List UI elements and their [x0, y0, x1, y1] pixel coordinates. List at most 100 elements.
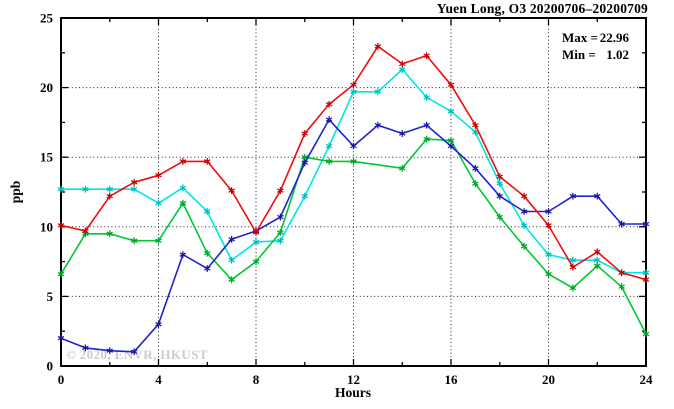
series-red-marker-h14: [398, 60, 406, 68]
series-green-marker-h20: [545, 270, 552, 278]
series-cyan-marker-h8: [252, 238, 260, 246]
y-tick-label-25: 25: [40, 11, 54, 26]
series-cyan-marker-h1: [82, 185, 89, 193]
series-red-marker-h12: [350, 81, 357, 89]
series-cyan-marker-h20: [545, 251, 552, 259]
series-red-marker-h0: [57, 222, 65, 229]
series-cyan-marker-h11: [325, 142, 333, 150]
series-red-marker-h18: [496, 173, 504, 181]
series-green-marker-h9: [277, 228, 284, 236]
gridlines: [61, 18, 646, 366]
series-cyan-marker-h4: [155, 199, 162, 207]
y-tick-label-10: 10: [40, 219, 53, 234]
series-cyan-marker-h16: [447, 107, 455, 115]
series-green-marker-h23: [618, 283, 625, 291]
series-blue-marker-h22: [593, 192, 601, 200]
series-blue-marker-h18: [496, 192, 504, 200]
series-blue-marker-h5: [179, 251, 187, 259]
series-cyan-marker-h12: [350, 88, 357, 96]
series-green-line: [60, 138, 647, 335]
series-red-marker-h10: [301, 130, 309, 137]
series-red-marker-h3: [130, 178, 138, 186]
series-green-marker-h6: [203, 249, 211, 257]
series-cyan-marker-h19: [520, 222, 528, 229]
series-cyan-marker-h6: [203, 208, 211, 215]
series-cyan-marker-h0: [57, 185, 65, 193]
series-cyan-marker-h24: [642, 269, 650, 277]
series-red-marker-h8: [252, 228, 260, 236]
series-red-marker-h1: [82, 227, 89, 235]
series-blue-marker-h12: [350, 142, 357, 150]
series-green-marker-h8: [252, 258, 260, 265]
series-green-marker-h0: [57, 270, 65, 278]
x-tick-label-0: 0: [58, 372, 65, 387]
series-red-marker-h11: [325, 100, 333, 108]
series-red-marker-h20: [545, 222, 552, 229]
series-blue-marker-h7: [228, 235, 235, 243]
series-green-marker-h11: [325, 157, 333, 165]
series-red-marker-h16: [447, 81, 455, 89]
series-blue-marker-h20: [545, 208, 552, 215]
x-axis-label: Hours: [335, 385, 371, 400]
data-series: [57, 42, 650, 356]
series-cyan-marker-h2: [106, 185, 114, 193]
series-green-marker-h22: [593, 262, 601, 270]
min-label: Min =: [562, 47, 596, 62]
series-green-marker-h5: [179, 199, 187, 207]
y-tick-label-20: 20: [40, 80, 53, 95]
series-red-marker-h19: [520, 192, 528, 200]
series-cyan-marker-h9: [277, 237, 284, 245]
series-blue-marker-h15: [423, 121, 430, 129]
series-cyan-marker-h7: [228, 256, 235, 264]
axis-ticks: [61, 18, 646, 366]
series-green-marker-h7: [228, 276, 235, 284]
series-green-marker-h21: [569, 284, 577, 292]
series-green-marker-h14: [398, 164, 406, 172]
series-green-marker-h17: [472, 180, 479, 188]
series-blue-marker-h6: [203, 265, 211, 272]
min-value: 1.02: [606, 47, 629, 62]
series-green: [57, 135, 650, 338]
series-blue-marker-h24: [642, 220, 650, 228]
series-cyan-marker-h10: [301, 192, 309, 200]
series-blue-marker-h16: [447, 142, 455, 150]
series-red-marker-h15: [423, 52, 430, 59]
series-green-marker-h12: [350, 157, 357, 165]
series-green-marker-h18: [496, 213, 504, 221]
series-blue-marker-h3: [130, 348, 138, 356]
series-blue-marker-h11: [325, 116, 333, 124]
y-axis-label: ppb: [8, 181, 23, 204]
series-blue-marker-h17: [472, 164, 479, 172]
series-green-marker-h24: [642, 330, 650, 338]
max-label: Max =: [562, 30, 598, 45]
series-cyan-marker-h5: [179, 184, 187, 192]
series-cyan-marker-h21: [569, 256, 577, 264]
series-red-marker-h22: [593, 248, 601, 256]
series-green-marker-h3: [130, 237, 138, 245]
x-tick-label-4: 4: [155, 372, 162, 387]
series-blue-marker-h21: [569, 192, 577, 200]
series-green-marker-h2: [106, 230, 114, 238]
series-red-marker-h21: [569, 263, 577, 271]
series-red-marker-h4: [155, 171, 162, 179]
x-tick-label-24: 24: [640, 372, 654, 387]
max-value: 22.96: [600, 30, 630, 45]
series-blue-marker-h9: [277, 213, 284, 221]
series-red-marker-h24: [642, 276, 650, 284]
series-blue-marker-h13: [374, 121, 382, 129]
y-tick-label-0: 0: [47, 359, 54, 374]
series-blue-marker-h1: [82, 344, 89, 352]
series-blue-marker-h2: [106, 347, 114, 355]
series-red-marker-h9: [277, 187, 284, 195]
series-green-marker-h19: [520, 242, 528, 250]
series-cyan-marker-h15: [423, 93, 430, 101]
y-tick-label-15: 15: [40, 150, 54, 165]
series-cyan-marker-h18: [496, 180, 504, 188]
series-cyan-marker-h13: [374, 88, 382, 96]
series-blue-marker-h19: [520, 208, 528, 215]
series-blue-marker-h0: [57, 334, 65, 342]
series-red-marker-h17: [472, 121, 479, 129]
x-tick-label-12: 12: [347, 372, 360, 387]
x-tick-label-20: 20: [542, 372, 555, 387]
series-red-marker-h13: [374, 42, 382, 50]
